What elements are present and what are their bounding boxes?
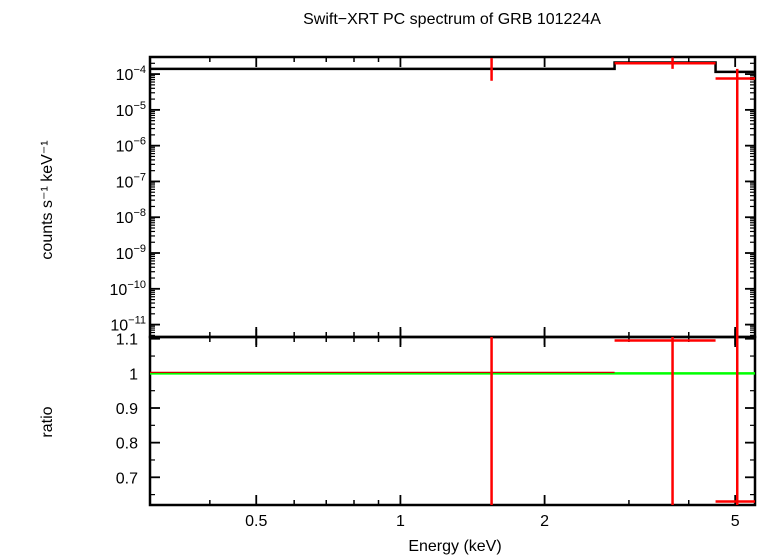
y-tick-label: 10−9 <box>116 243 146 263</box>
ratio-y-tick-label: 0.7 <box>116 470 138 487</box>
x-tick-label: 5 <box>731 513 740 530</box>
y-tick-label: 10−10 <box>110 279 146 299</box>
x-tick-label: 1 <box>396 513 405 530</box>
top-panel-frame <box>148 55 757 339</box>
ratio-y-tick-label: 1 <box>129 366 138 383</box>
y-axis-label-ratio: ratio <box>39 406 56 437</box>
y-tick-label: 10−11 <box>110 315 146 335</box>
y-tick-label: 10−4 <box>116 64 146 84</box>
y-tick-label: 10−8 <box>116 207 146 227</box>
x-tick-label: 2 <box>540 513 549 530</box>
chart-title: Swift−XRT PC spectrum of GRB 101224A <box>303 11 601 28</box>
x-tick-label: 0.5 <box>245 513 267 530</box>
x-axis-label: Energy (keV) <box>408 538 501 555</box>
ratio-y-tick-label: 0.8 <box>116 436 138 453</box>
y-tick-label: 10−6 <box>116 136 146 156</box>
ratio-y-tick-label: 0.9 <box>116 401 138 418</box>
y-tick-label: 10−5 <box>116 100 146 120</box>
y-axis-label-counts: counts s⁻¹ keV⁻¹ <box>39 140 56 259</box>
ratio-y-tick-label: 1.1 <box>116 332 138 349</box>
bottom-panel-frame <box>148 335 757 507</box>
y-tick-label: 10−7 <box>116 171 146 191</box>
